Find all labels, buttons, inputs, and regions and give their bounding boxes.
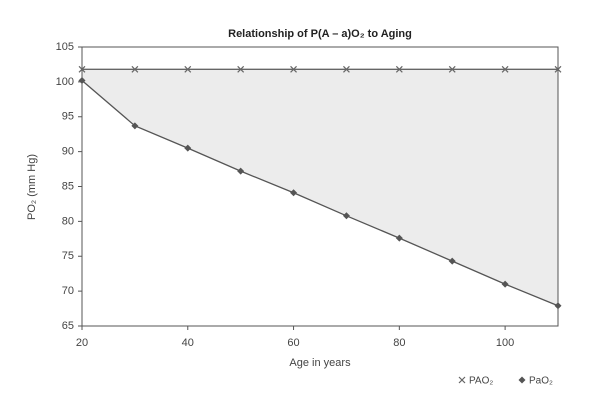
x-marker — [395, 65, 403, 73]
diamond-marker — [131, 122, 139, 130]
x-tick-label: 80 — [393, 337, 405, 349]
gap-area — [82, 69, 558, 306]
diamond-marker — [501, 280, 509, 288]
y-tick-label: 80 — [62, 215, 74, 227]
diamond-marker — [395, 234, 403, 242]
y-axis-label: PO₂ (mm Hg) — [26, 154, 38, 220]
x-marker — [458, 376, 466, 384]
x-tick-label: 40 — [182, 337, 194, 349]
chart-title: Relationship of P(A – a)O₂ to Aging — [228, 28, 412, 40]
series-line — [81, 79, 559, 307]
x-marker — [448, 65, 456, 73]
y-tick-label: 70 — [62, 285, 74, 297]
x-marker — [184, 65, 192, 73]
y-tick-label: 75 — [62, 250, 74, 262]
diamond-marker — [184, 144, 192, 152]
x-marker — [343, 65, 350, 73]
x-marker — [554, 65, 562, 73]
diamond-marker — [78, 76, 86, 84]
y-tick-label: 95 — [62, 111, 74, 123]
y-tick-label: 100 — [56, 76, 74, 88]
diamond-marker — [554, 302, 562, 310]
x-axis-label: Age in years — [289, 357, 351, 369]
diamond-marker — [290, 189, 298, 197]
x-marker — [131, 65, 139, 73]
x-tick-label: 100 — [496, 337, 514, 349]
x-marker — [290, 65, 297, 73]
x-marker — [78, 65, 86, 73]
diamond-marker — [237, 167, 245, 175]
x-marker — [501, 65, 509, 73]
x-marker — [237, 65, 245, 73]
y-tick-label: 85 — [62, 180, 74, 192]
diamond-marker — [518, 376, 526, 384]
legend-label: PaO₂ — [529, 376, 553, 387]
legend-label: PAO₂ — [469, 376, 493, 387]
x-tick-label: 60 — [287, 337, 299, 349]
y-tick-label: 105 — [56, 41, 74, 53]
x-tick-label: 20 — [76, 337, 88, 349]
y-tick-label: 65 — [62, 320, 74, 332]
diamond-marker — [342, 212, 350, 220]
diamond-marker — [448, 257, 456, 265]
y-tick-label: 90 — [62, 146, 74, 158]
